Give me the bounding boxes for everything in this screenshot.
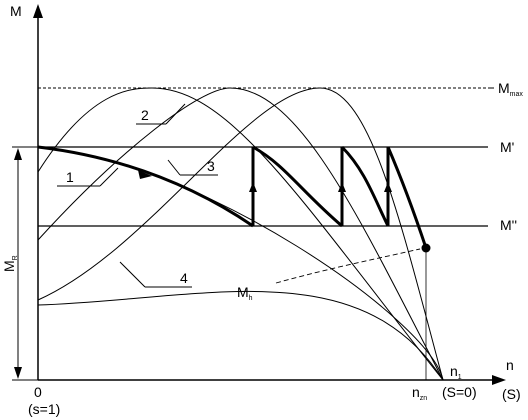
mr-dimension-arrow-top-icon xyxy=(14,148,22,160)
starting-path-segment-2 xyxy=(252,145,343,228)
m-prime-label: M' xyxy=(500,139,514,155)
mr-label: MR xyxy=(1,255,19,272)
starting-path-segment-4 xyxy=(386,146,428,249)
direction-arrow-icon xyxy=(138,170,152,179)
starting-path-segment-1 xyxy=(37,145,254,228)
curve-3-label: 3 xyxy=(207,158,215,174)
x-axis-paren-label: (S) xyxy=(502,386,521,402)
y-axis-arrow-icon xyxy=(33,4,43,18)
leader-curve-1-diag xyxy=(99,167,119,187)
mmax-label: Mmax xyxy=(498,80,523,98)
curve-2 xyxy=(37,87,444,381)
m-double-prime-label: M'' xyxy=(500,217,517,233)
sync-slip-label: (S=0) xyxy=(442,384,477,400)
curve-1-label: 1 xyxy=(66,169,74,185)
x-axis-arrow-icon xyxy=(492,375,506,385)
switch-jump-1-arrow-icon xyxy=(249,182,257,192)
curve-2-label: 2 xyxy=(141,107,149,123)
mr-dimension-arrow-bottom-icon xyxy=(14,367,22,379)
load-torque-label: Mh xyxy=(237,284,253,302)
y-axis-label: M xyxy=(10,3,22,19)
starting-path-segment-3 xyxy=(340,145,390,227)
x-axis-label: n xyxy=(506,357,514,373)
curve-3 xyxy=(37,87,444,381)
origin-slip-label: (s=1) xyxy=(28,401,60,417)
operating-point xyxy=(421,243,431,253)
curve-natural xyxy=(37,290,444,381)
curve-4-label: 4 xyxy=(180,270,188,286)
load-characteristic-line xyxy=(275,248,421,284)
leader-curve-4-diag xyxy=(119,261,146,288)
sync-speed-label: n1 xyxy=(450,363,462,381)
leader-curve-2-diag xyxy=(165,103,186,125)
leader-curve-3-diag xyxy=(167,159,181,176)
switch-jump-3-arrow-icon xyxy=(384,182,392,192)
operating-speed-label: nzn xyxy=(412,384,427,402)
origin-label: 0 xyxy=(34,384,42,400)
curve-4 xyxy=(37,87,444,381)
switch-jump-2-arrow-icon xyxy=(338,182,346,192)
